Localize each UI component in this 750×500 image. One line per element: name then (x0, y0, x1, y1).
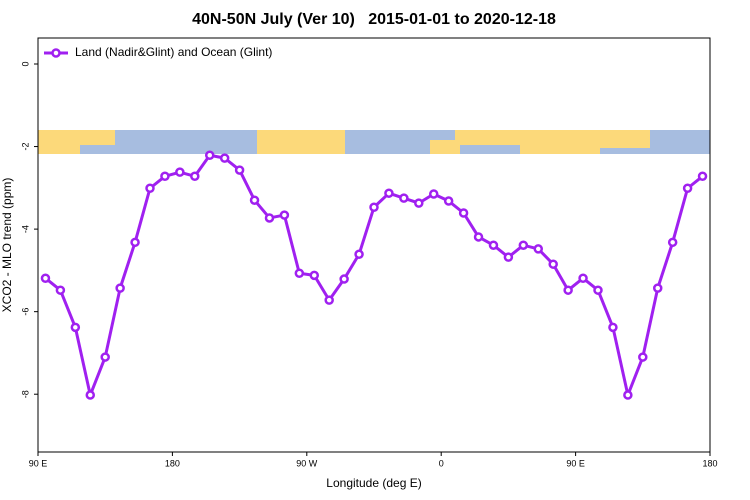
data-point (488, 240, 499, 250)
data-point (608, 322, 618, 333)
y-tick-label: -8 (20, 390, 30, 398)
data-point (85, 390, 96, 400)
x-tick-label: 90 W (296, 458, 318, 468)
data-point (309, 270, 320, 281)
data-point (234, 165, 245, 175)
plot-frame (37, 37, 711, 453)
data-point (593, 285, 603, 295)
data-point (623, 390, 633, 400)
data-point (443, 196, 454, 206)
data-point (652, 283, 663, 293)
data-point (369, 202, 379, 212)
data-point (503, 252, 514, 262)
x-axis-title: Longitude (deg E) (326, 476, 421, 490)
data-point (55, 285, 66, 295)
data-point (578, 273, 588, 283)
chart-title: 40N-50N July (Ver 10) 2015-01-01 to 2020… (192, 11, 556, 28)
data-point (339, 274, 349, 284)
data-point (294, 268, 305, 279)
data-point (563, 285, 573, 295)
data-point (204, 150, 215, 160)
data-point (175, 167, 185, 177)
data-point (115, 283, 125, 293)
data-point (682, 183, 693, 193)
data-point (428, 189, 439, 199)
y-axis-title: XCO2 - MLO trend (ppm) (0, 178, 14, 313)
data-point (145, 183, 155, 193)
data-point (40, 273, 51, 283)
x-tick-label: 90 E (566, 458, 585, 468)
x-tick-label: 0 (439, 458, 444, 468)
x-tick-label: 180 (165, 458, 180, 468)
data-point (219, 153, 230, 163)
data-point (324, 295, 334, 305)
data-point (399, 193, 409, 203)
legend-marker (51, 48, 61, 58)
data-point (160, 171, 170, 182)
y-tick-label: -2 (20, 143, 30, 151)
data-point (518, 240, 529, 250)
data-point (548, 259, 558, 269)
data-point (264, 213, 275, 223)
data-point (354, 249, 364, 260)
y-tick-label: -4 (20, 225, 30, 233)
series-line (44, 153, 704, 397)
data-point (473, 232, 484, 242)
data-point (70, 322, 81, 333)
y-tick-label: -6 (20, 308, 30, 316)
data-point (100, 352, 110, 362)
data-point (414, 198, 424, 208)
data-point (190, 171, 200, 182)
legend-label: Land (Nadir&Glint) and Ocean (Glint) (75, 45, 272, 59)
data-point (384, 188, 394, 198)
data-point (533, 244, 544, 254)
x-tick-label: 180 (702, 458, 717, 468)
map-strip (38, 130, 710, 154)
data-point (638, 352, 648, 362)
data-point (279, 210, 290, 220)
data-point (458, 208, 469, 218)
y-tick-label: 0 (20, 61, 30, 66)
data-point (697, 171, 708, 182)
data-point (667, 237, 678, 248)
data-point (130, 237, 140, 248)
x-tick-label: 90 E (29, 458, 48, 468)
data-point (249, 195, 260, 205)
